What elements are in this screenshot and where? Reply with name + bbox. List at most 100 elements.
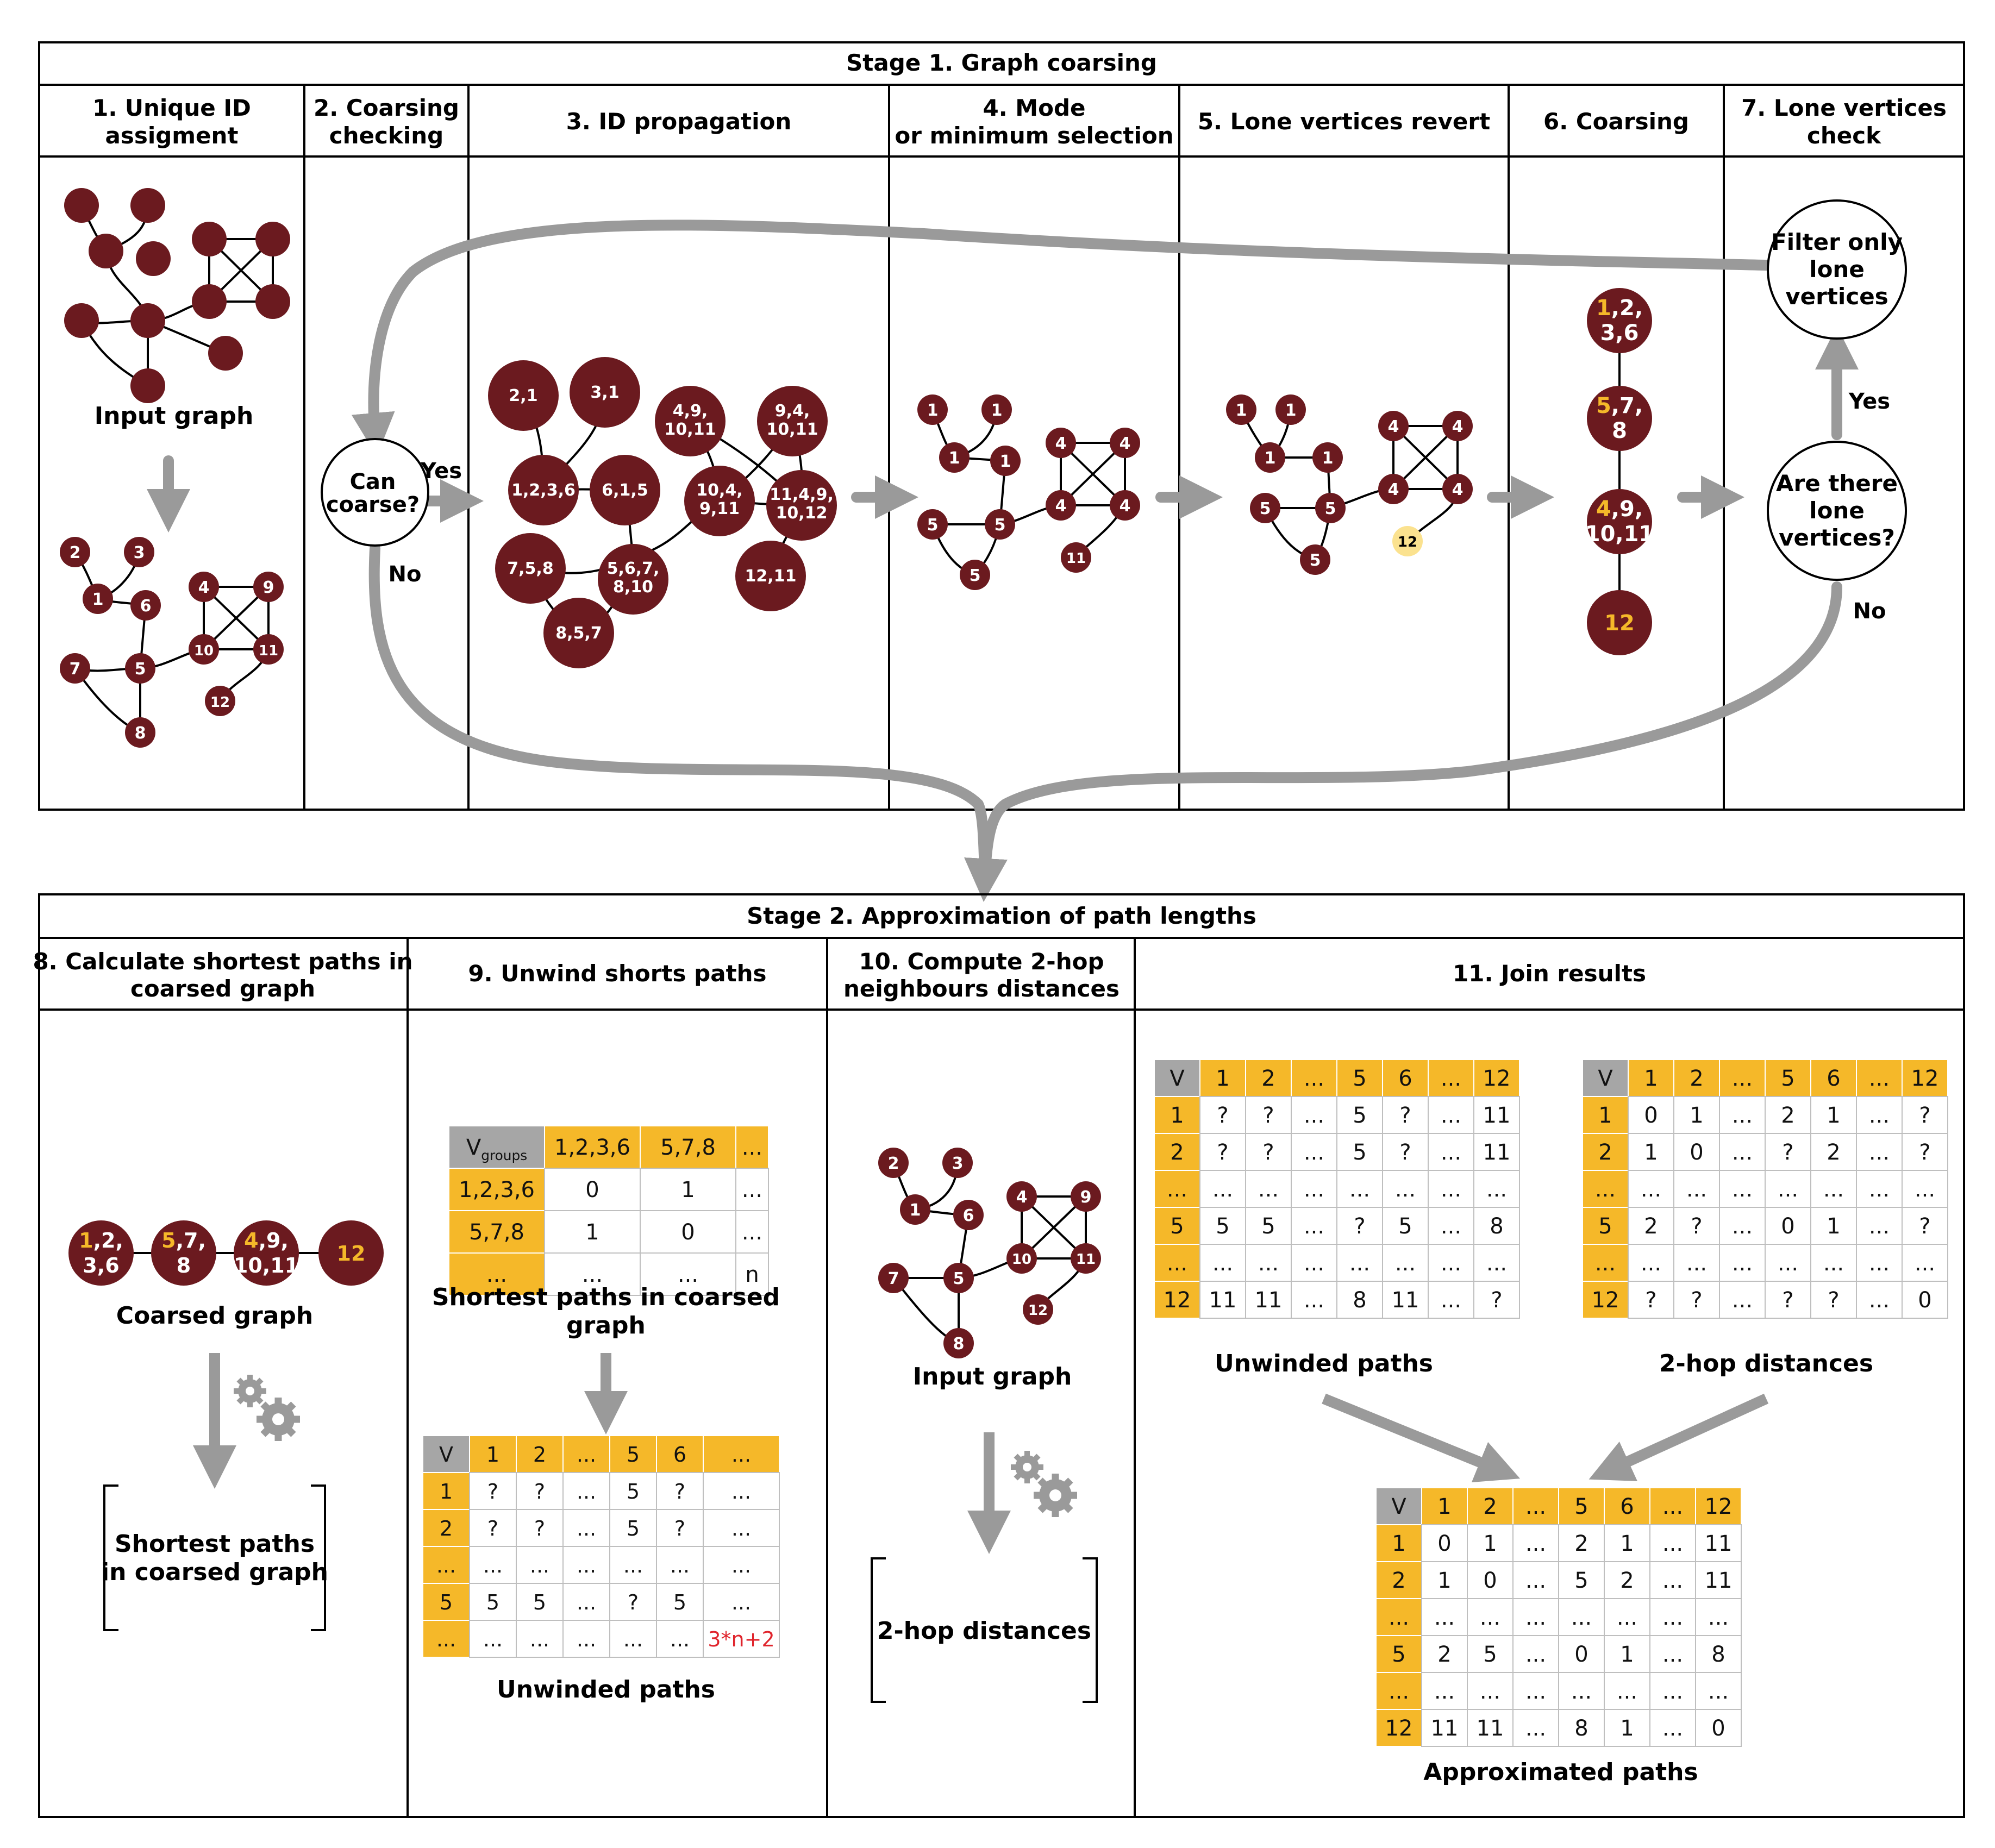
revert-node: 5 (1325, 499, 1336, 518)
col4-header-line1: 4. Mode (983, 95, 1086, 121)
stage1-frame (38, 41, 1965, 811)
table-cell: ... (1441, 1103, 1461, 1128)
table-cell-bg (609, 1546, 657, 1584)
table-cell-bg (1628, 1133, 1674, 1171)
table-cell: ? (628, 1590, 639, 1614)
table-cell: 5,7,8 (469, 1220, 524, 1245)
table-cell: 12 (1164, 1288, 1191, 1313)
table-cell: 8 (1574, 1716, 1588, 1741)
table-cell-bg (1765, 1281, 1811, 1319)
revert-node: 4 (1452, 480, 1464, 499)
table-cell: ... (577, 1590, 596, 1614)
table-cell-bg (1628, 1281, 1674, 1319)
mode-node: 4 (1120, 497, 1131, 516)
table-cell-bg (562, 1620, 610, 1658)
table-cell: 11 (1477, 1716, 1504, 1741)
table-cell: ... (1349, 1251, 1370, 1276)
table-cell: ? (1217, 1140, 1228, 1165)
table-cell: ... (1732, 1140, 1753, 1165)
table-cell: 1 (1644, 1066, 1658, 1091)
table-cell-bg (544, 1252, 641, 1296)
table-cell: ... (1617, 1605, 1637, 1630)
table-cell: V (1598, 1066, 1613, 1091)
table-cell: ? (1262, 1140, 1274, 1165)
col6-header: 6. Coarsing (1543, 108, 1689, 135)
table-cell: ... (1389, 1679, 1409, 1704)
gears-icon (1011, 1451, 1077, 1517)
table-cell: 5 (1353, 1140, 1366, 1165)
table-cell-bg (1336, 1244, 1383, 1282)
prop-node-1236: 1,2,3,6 (511, 481, 576, 500)
table-cell: ... (1869, 1177, 1890, 1202)
prop-node-1211: 12,11 (745, 567, 797, 586)
prop-node-4910-l1: 4,9, (673, 402, 708, 421)
chain-node-2-l2: 8 (1612, 418, 1627, 443)
table-cell-bg (1473, 1207, 1520, 1245)
lone-check-line2: lone (1809, 497, 1865, 524)
col4-header-line2: or minimum selection (895, 122, 1173, 149)
table-cell: 0 (1781, 1214, 1794, 1239)
table-cell-bg (735, 1125, 769, 1169)
table-cell: ... (1304, 1251, 1324, 1276)
table-cell: ... (1349, 1177, 1370, 1202)
table-cell: ... (1525, 1605, 1546, 1630)
two-hop-bracket: 2-hop distances (871, 1557, 1098, 1703)
table-cell: 2 (1574, 1531, 1588, 1556)
h-node-3-l2: 10,11 (234, 1254, 299, 1277)
stage1-title: Stage 1. Graph coarsing (846, 49, 1157, 76)
ig2-node-1: 1 (910, 1201, 921, 1220)
table-cell: ... (1441, 1288, 1461, 1313)
table-cell-bg (735, 1210, 769, 1254)
table-cell: ? (1691, 1288, 1702, 1313)
col2-header-line2: checking (329, 122, 443, 149)
table-cell-bg (1558, 1524, 1605, 1562)
table-cell-bg (1154, 1244, 1200, 1282)
ig-node-7: 7 (70, 660, 81, 679)
table-cell: n (745, 1262, 759, 1287)
prop-node-2-1: 2,1 (509, 386, 537, 405)
ig-node-6: 6 (140, 597, 152, 616)
table-cell-bg (1582, 1096, 1629, 1134)
table-cell-bg (1467, 1561, 1514, 1599)
table-cell-bg (703, 1435, 780, 1473)
table-cell: ... (1441, 1214, 1461, 1239)
table-cell: ... (623, 1553, 643, 1577)
table-cell: 5 (627, 1517, 640, 1540)
revert-node: 5 (1260, 499, 1271, 518)
can-coarse-line2: coarse? (326, 492, 420, 517)
table-cell-bg (516, 1472, 564, 1510)
table-cell: ... (1304, 1140, 1324, 1165)
table-cell-bg (1291, 1170, 1337, 1208)
table-cell: ... (742, 1220, 762, 1245)
table-cell: 5 (486, 1590, 499, 1614)
join-right-arrow (1589, 1393, 1769, 1481)
table-cell: 6 (1827, 1066, 1840, 1091)
table-cell-bg (1199, 1281, 1246, 1319)
ig2-node-11: 11 (1076, 1251, 1096, 1268)
table-cell: 6 (673, 1443, 686, 1467)
prop-node-615: 6,1,5 (602, 481, 648, 500)
col8-header-line1: 8. Calculate shortest paths in (33, 948, 412, 975)
table-cell: ... (1869, 1288, 1890, 1313)
table-cell-bg (640, 1252, 736, 1296)
table-cell: ... (1595, 1251, 1616, 1276)
table-cell: ... (1732, 1177, 1753, 1202)
chain-node-3: 4,9, (1596, 497, 1643, 522)
table-cell: V (439, 1443, 453, 1467)
revert-node: 1 (1236, 401, 1247, 420)
approx-caption: Approximated paths (1423, 1758, 1698, 1786)
chain-node-1: 1,2, (1596, 296, 1643, 321)
mode-node: 5 (995, 516, 1006, 535)
table-cell-bg (1375, 1487, 1422, 1525)
mode-selection-graph: 1 1 1 1 4 4 4 4 5 5 5 11 (917, 394, 1140, 590)
table-cell: ... (1662, 1605, 1683, 1630)
table-cell: 1 (585, 1220, 599, 1245)
table-cell-bg (1512, 1487, 1559, 1525)
table-cell-bg (1856, 1281, 1903, 1319)
table-cell: 1,2,3,6 (459, 1177, 535, 1202)
table-cell: ... (1823, 1177, 1844, 1202)
table-cell: 1 (681, 1177, 695, 1202)
table-cell: 1 (1620, 1531, 1634, 1556)
table-cell-bg (735, 1252, 769, 1296)
